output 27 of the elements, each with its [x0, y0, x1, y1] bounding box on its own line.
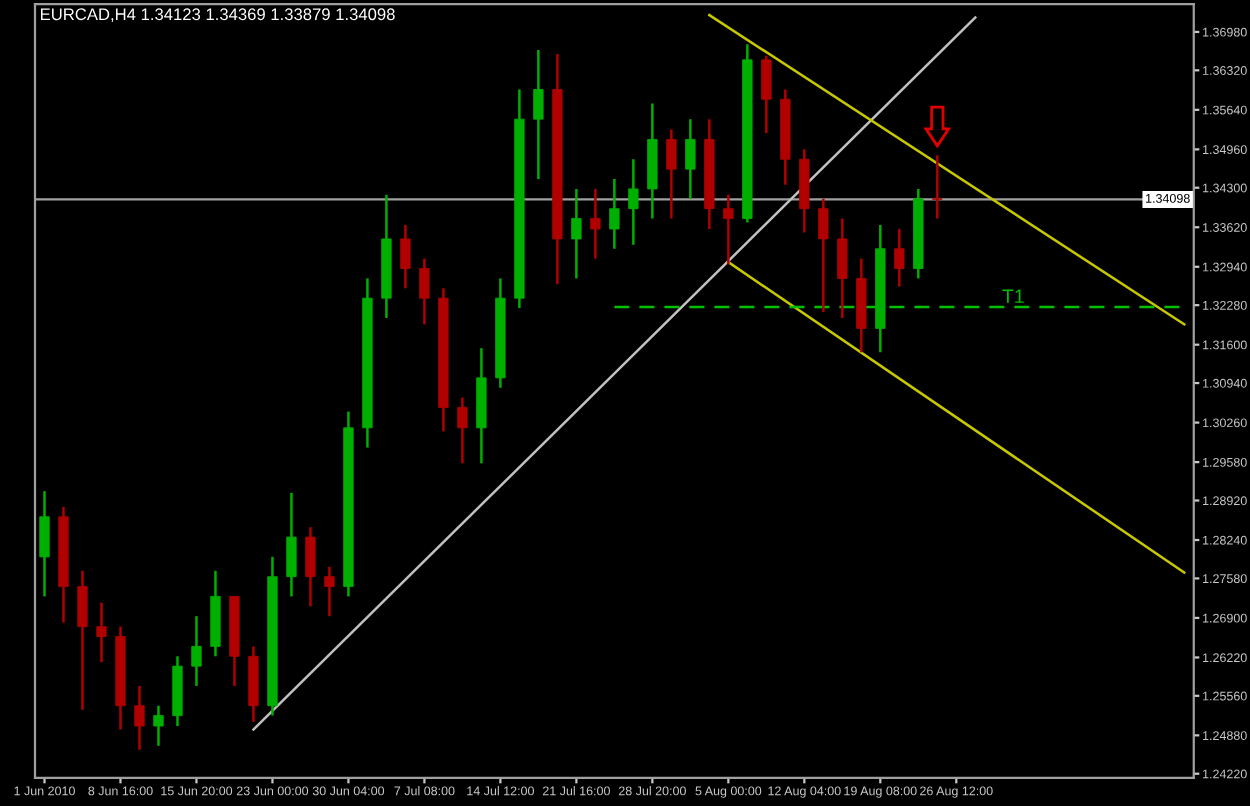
candlestick	[628, 158, 639, 246]
candlestick	[666, 128, 677, 220]
candlestick	[894, 227, 905, 288]
candlestick	[96, 601, 107, 664]
candlestick	[39, 489, 50, 598]
series-label: T1	[1002, 289, 1024, 303]
candlestick	[134, 684, 145, 752]
candlestick	[324, 565, 335, 618]
candlestick	[457, 396, 468, 465]
candlestick	[761, 54, 772, 135]
candlestick	[590, 187, 601, 260]
chart-title: EURCAD,H4 1.34123 1.34369 1.33879 1.34098	[41, 8, 395, 23]
candlestick	[932, 153, 943, 220]
candlestick	[77, 569, 88, 712]
candlestick	[419, 257, 430, 326]
candlestick	[837, 217, 848, 320]
candlestick	[400, 223, 411, 290]
candlestick	[723, 193, 734, 266]
candlestick	[571, 187, 582, 280]
candlestick	[305, 525, 316, 608]
candlestick	[191, 614, 202, 688]
candlestick	[685, 117, 696, 201]
candlestick	[533, 48, 544, 181]
candlestick	[609, 177, 620, 251]
candlestick	[818, 197, 829, 314]
candlestick	[286, 491, 297, 598]
candlestick	[153, 704, 164, 748]
